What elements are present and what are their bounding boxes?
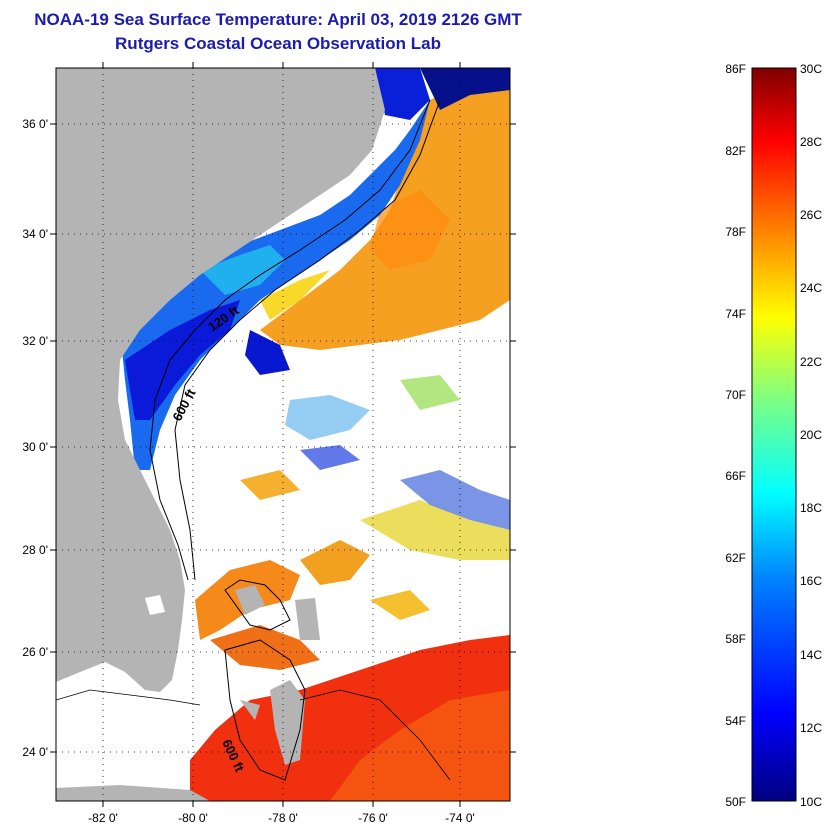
depth-contour-120ft [149,99,431,581]
longitude-labels: -82 0' -80 0' -78 0' -76 0' -74 0' [88,811,475,825]
land-bahamas [235,585,320,765]
c-label: 20C [800,428,822,442]
lat-label: 30 0' [22,440,48,454]
axis-ticks [50,62,516,807]
c-label: 24C [800,281,822,295]
c-label: 30C [800,62,822,76]
c-label: 26C [800,208,822,222]
colorbar-ramp [751,67,797,802]
f-label: 78F [725,225,746,239]
lat-label: 28 0' [22,543,48,557]
map-title: NOAA-19 Sea Surface Temperature: April 0… [34,10,522,29]
c-label: 12C [800,721,822,735]
lat-label: 34 0' [22,227,48,241]
sst-gulf-stream [260,70,510,350]
lon-label: -74 0' [445,811,475,825]
f-label: 62F [725,551,746,565]
f-label: 66F [725,469,746,483]
f-label: 86F [725,62,746,76]
c-label: 14C [800,648,822,662]
f-label: 54F [725,714,746,728]
lon-label: -82 0' [88,811,118,825]
c-label: 22C [800,355,822,369]
f-label: 82F [725,144,746,158]
lat-label: 26 0' [22,645,48,659]
c-label: 16C [800,574,822,588]
land-us-coast [56,68,385,692]
f-label: 58F [725,632,746,646]
lat-label: 36 0' [22,117,48,131]
c-label: 28C [800,135,822,149]
colorbar: 86F 82F 78F 74F 70F 66F 62F 58F 54F 50F … [725,62,822,809]
sst-warm-south-orange [330,690,510,801]
f-label: 50F [725,795,746,809]
lat-label: 24 0' [22,745,48,759]
lat-label: 32 0' [22,334,48,348]
c-label: 10C [800,795,822,809]
colorbar-c-labels: 30C 28C 26C 24C 22C 20C 18C 16C 14C 12C … [800,62,822,809]
lon-label: -80 0' [178,811,208,825]
map-subtitle: Rutgers Coastal Ocean Observation Lab [115,34,441,53]
c-label: 18C [800,501,822,515]
sst-cool-shelf [120,100,430,470]
colorbar-f-labels: 86F 82F 78F 74F 70F 66F 62F 58F 54F 50F [725,62,746,809]
depth-contour-600ft [174,99,441,581]
lon-label: -76 0' [358,811,388,825]
latitude-labels: 36 0' 34 0' 32 0' 30 0' 28 0' 26 0' 24 0… [22,117,48,759]
map-panel [56,68,510,801]
f-label: 74F [725,307,746,321]
f-label: 70F [725,388,746,402]
graticule [56,68,510,801]
lon-label: -78 0' [268,811,298,825]
